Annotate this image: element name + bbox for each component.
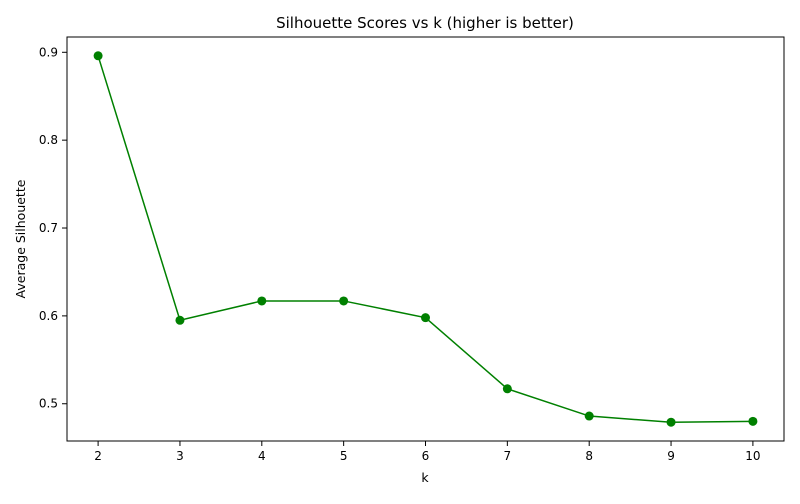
- x-tick-label: 2: [94, 449, 102, 463]
- y-tick-label: 0.9: [39, 45, 58, 59]
- data-point: [93, 51, 103, 61]
- x-tick-label: 4: [258, 449, 266, 463]
- y-axis: 0.5 0.6 0.7 0.8 0.9: [39, 45, 67, 411]
- y-tick-label: 0.8: [39, 133, 58, 147]
- x-tick-label: 5: [340, 449, 348, 463]
- x-axis-label: k: [421, 470, 429, 485]
- data-point: [666, 417, 676, 427]
- data-point: [421, 313, 430, 323]
- y-tick-label: 0.6: [39, 309, 58, 323]
- data-point: [175, 315, 185, 325]
- series-layer: [93, 51, 758, 427]
- y-axis-label: Average Silhouette: [13, 179, 28, 298]
- data-point: [748, 416, 758, 426]
- x-axis: 2 3 4 5 6 7 8 9 10: [94, 441, 761, 463]
- x-tick-label: 9: [667, 449, 675, 463]
- x-tick-label: 8: [585, 449, 593, 463]
- data-point: [502, 384, 512, 394]
- chart-title: Silhouette Scores vs k (higher is better…: [276, 14, 574, 32]
- x-tick-label: 3: [176, 449, 184, 463]
- y-tick-label: 0.5: [39, 397, 58, 411]
- data-point: [339, 296, 349, 306]
- x-tick-label: 10: [745, 449, 760, 463]
- x-tick-label: 7: [504, 449, 512, 463]
- y-tick-label: 0.7: [39, 221, 58, 235]
- data-point: [257, 296, 267, 306]
- x-tick-label: 6: [422, 449, 430, 463]
- data-point: [584, 411, 594, 421]
